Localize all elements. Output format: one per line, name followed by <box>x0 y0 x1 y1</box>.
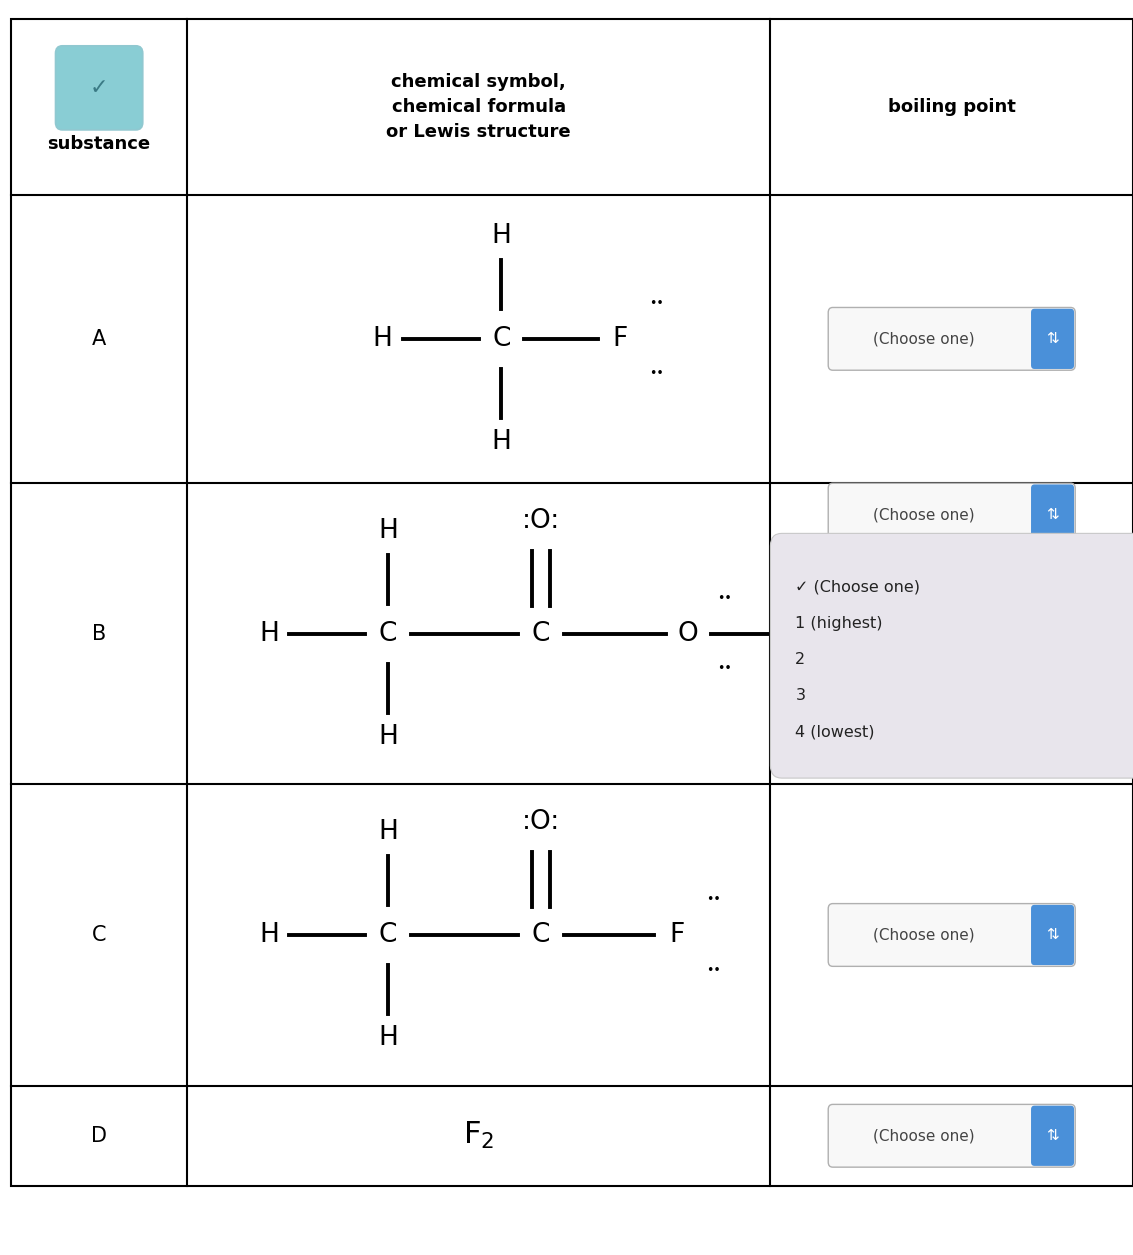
Text: H: H <box>492 223 511 248</box>
Text: chemical symbol,
chemical formula
or Lewis structure: chemical symbol, chemical formula or Lew… <box>386 73 571 141</box>
Text: C: C <box>492 326 511 351</box>
Text: ⇅: ⇅ <box>1046 1128 1059 1143</box>
FancyBboxPatch shape <box>56 45 143 131</box>
Text: C: C <box>531 621 551 646</box>
Text: $\mathrm{F_2}$: $\mathrm{F_2}$ <box>463 1121 494 1151</box>
Text: H: H <box>259 922 279 948</box>
Text: C: C <box>531 922 551 948</box>
Text: H: H <box>378 820 398 845</box>
FancyBboxPatch shape <box>1031 484 1074 545</box>
Text: ⇅: ⇅ <box>1046 331 1059 346</box>
Text: ••: •• <box>717 592 732 605</box>
Text: (Choose one): (Choose one) <box>872 1128 974 1143</box>
Text: H: H <box>259 621 279 646</box>
Text: H: H <box>492 429 511 454</box>
Text: ✓ (Choose one): ✓ (Choose one) <box>795 580 920 594</box>
FancyBboxPatch shape <box>828 307 1075 370</box>
Text: (Choose one): (Choose one) <box>872 507 974 522</box>
Text: :O:: :O: <box>522 809 560 835</box>
Text: ••: •• <box>706 894 721 906</box>
Text: ••: •• <box>649 297 664 310</box>
Text: 3: 3 <box>795 689 806 703</box>
Text: D: D <box>91 1126 108 1146</box>
Text: boiling point: boiling point <box>888 98 1015 115</box>
Text: ⇅: ⇅ <box>1046 507 1059 522</box>
Text: H: H <box>373 326 392 351</box>
Text: :O:: :O: <box>522 508 560 533</box>
FancyBboxPatch shape <box>770 533 1133 778</box>
Text: C: C <box>378 922 398 948</box>
Text: H: H <box>786 621 806 646</box>
Text: ••: •• <box>706 964 721 976</box>
Text: C: C <box>378 621 398 646</box>
Text: 1 (highest): 1 (highest) <box>795 616 883 630</box>
FancyBboxPatch shape <box>1031 1106 1074 1166</box>
Text: B: B <box>92 624 107 644</box>
Text: ••: •• <box>649 368 664 380</box>
Text: ⇅: ⇅ <box>1046 927 1059 943</box>
Text: (Choose one): (Choose one) <box>872 927 974 943</box>
Text: A: A <box>92 329 107 349</box>
Text: ••: •• <box>717 663 732 675</box>
Text: F: F <box>670 922 684 948</box>
Text: (Choose one): (Choose one) <box>872 331 974 346</box>
Text: substance: substance <box>48 136 151 153</box>
Text: 4 (lowest): 4 (lowest) <box>795 725 875 739</box>
Text: 2: 2 <box>795 653 806 666</box>
Text: H: H <box>378 518 398 543</box>
FancyBboxPatch shape <box>828 483 1075 546</box>
Text: F: F <box>613 326 628 351</box>
FancyBboxPatch shape <box>1031 905 1074 965</box>
Text: O: O <box>678 621 699 646</box>
FancyBboxPatch shape <box>828 904 1075 966</box>
FancyBboxPatch shape <box>1031 309 1074 369</box>
Text: C: C <box>92 925 107 945</box>
Text: H: H <box>378 724 398 749</box>
FancyBboxPatch shape <box>828 1104 1075 1167</box>
Text: H: H <box>378 1025 398 1050</box>
Text: ✓: ✓ <box>90 78 109 98</box>
